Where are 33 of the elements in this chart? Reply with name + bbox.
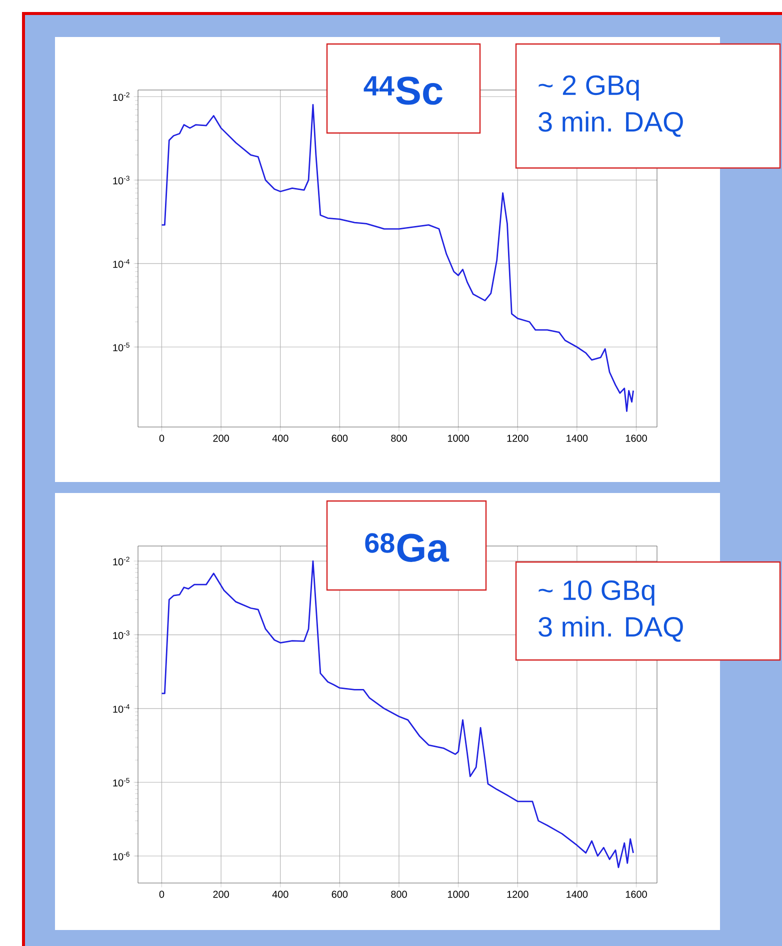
y-tick-label: 10$^{-6}$ [113,852,130,860]
y-tick-label: 10$^{-4}$ [113,259,130,268]
x-tick-label: 1600 [626,434,647,442]
annotation: ~ 10 GBq [538,580,654,606]
y-tick-label: 10$^{-3}$ [113,176,130,184]
y-tick-label: 10$^{-5}$ [113,342,130,352]
x-tick-label: 1400 [566,434,588,442]
x-tick-label: 0 [159,434,164,442]
x-tick-label: 400 [272,890,288,898]
y-tick-label: 10$^{-4}$ [113,704,130,713]
annotation: 3 min. DAQ [538,111,683,137]
x-tick-label: 1600 [626,890,647,898]
x-tick-label: 800 [391,434,407,442]
x-tick-label: 400 [272,434,288,442]
x-tick-label: 0 [159,890,164,898]
x-tick-label: 200 [213,890,229,898]
chart-title: $^{44}$Sc [364,76,442,105]
x-tick-label: 600 [332,890,348,898]
x-tick-label: 600 [332,434,348,442]
x-tick-label: 1400 [566,890,588,898]
x-tick-label: 800 [391,890,407,898]
annotation: 3 min. DAQ [538,616,683,642]
y-tick-label: 10$^{-2}$ [113,556,130,566]
x-tick-label: 200 [213,434,229,442]
x-tick-label: 1000 [448,434,469,442]
x-tick-label: 1200 [507,890,528,898]
x-tick-label: 1200 [507,434,528,442]
y-tick-label: 10$^{-5}$ [113,778,130,787]
y-tick-label: 10$^{-2}$ [113,92,130,101]
x-tick-label: 1000 [448,890,469,898]
annotation: ~ 2 GBq [538,75,639,101]
y-tick-label: 10$^{-3}$ [113,630,130,640]
chart-title: $^{68}$Ga [365,533,450,562]
